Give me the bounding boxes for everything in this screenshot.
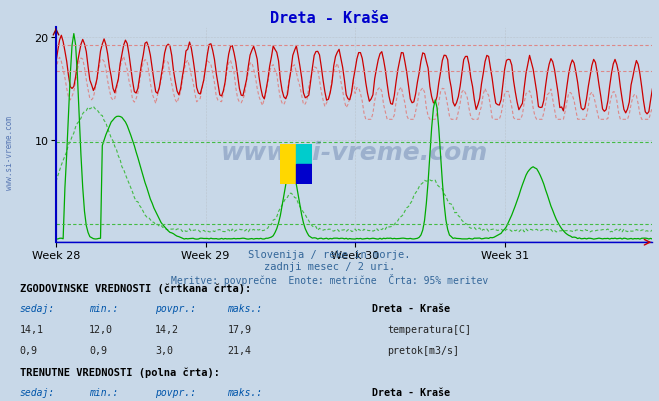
Text: Dreta - Kraše: Dreta - Kraše bbox=[372, 387, 450, 397]
Bar bbox=[280, 144, 296, 184]
Text: 0,9: 0,9 bbox=[20, 345, 38, 355]
Text: 21,4: 21,4 bbox=[227, 345, 251, 355]
Text: temperatura[C]: temperatura[C] bbox=[387, 324, 471, 334]
Text: 0,9: 0,9 bbox=[89, 345, 107, 355]
Text: 3,0: 3,0 bbox=[155, 345, 173, 355]
Text: Dreta - Kraše: Dreta - Kraše bbox=[372, 304, 450, 314]
Text: maks.:: maks.: bbox=[227, 387, 262, 397]
Text: zadnji mesec / 2 uri.: zadnji mesec / 2 uri. bbox=[264, 261, 395, 271]
Text: 14,1: 14,1 bbox=[20, 324, 43, 334]
Text: ZGODOVINSKE VREDNOSTI (črtkana črta):: ZGODOVINSKE VREDNOSTI (črtkana črta): bbox=[20, 283, 251, 293]
Text: Slovenija / reke in morje.: Slovenija / reke in morje. bbox=[248, 249, 411, 259]
Text: min.:: min.: bbox=[89, 304, 119, 314]
Text: maks.:: maks.: bbox=[227, 304, 262, 314]
Bar bbox=[296, 144, 312, 164]
Text: povpr.:: povpr.: bbox=[155, 304, 196, 314]
Text: TRENUTNE VREDNOSTI (polna črta):: TRENUTNE VREDNOSTI (polna črta): bbox=[20, 366, 219, 377]
Text: www.si-vreme.com: www.si-vreme.com bbox=[221, 140, 488, 164]
Text: Meritve: povprečne  Enote: metrične  Črta: 95% meritev: Meritve: povprečne Enote: metrične Črta:… bbox=[171, 273, 488, 286]
Bar bbox=[296, 164, 312, 184]
Text: pretok[m3/s]: pretok[m3/s] bbox=[387, 345, 459, 355]
Text: Dreta - Kraše: Dreta - Kraše bbox=[270, 11, 389, 26]
Text: sedaj:: sedaj: bbox=[20, 387, 55, 397]
Text: povpr.:: povpr.: bbox=[155, 387, 196, 397]
Text: 14,2: 14,2 bbox=[155, 324, 179, 334]
Text: 17,9: 17,9 bbox=[227, 324, 251, 334]
Text: 12,0: 12,0 bbox=[89, 324, 113, 334]
Text: min.:: min.: bbox=[89, 387, 119, 397]
Text: www.si-vreme.com: www.si-vreme.com bbox=[5, 115, 14, 189]
Text: sedaj:: sedaj: bbox=[20, 304, 55, 314]
